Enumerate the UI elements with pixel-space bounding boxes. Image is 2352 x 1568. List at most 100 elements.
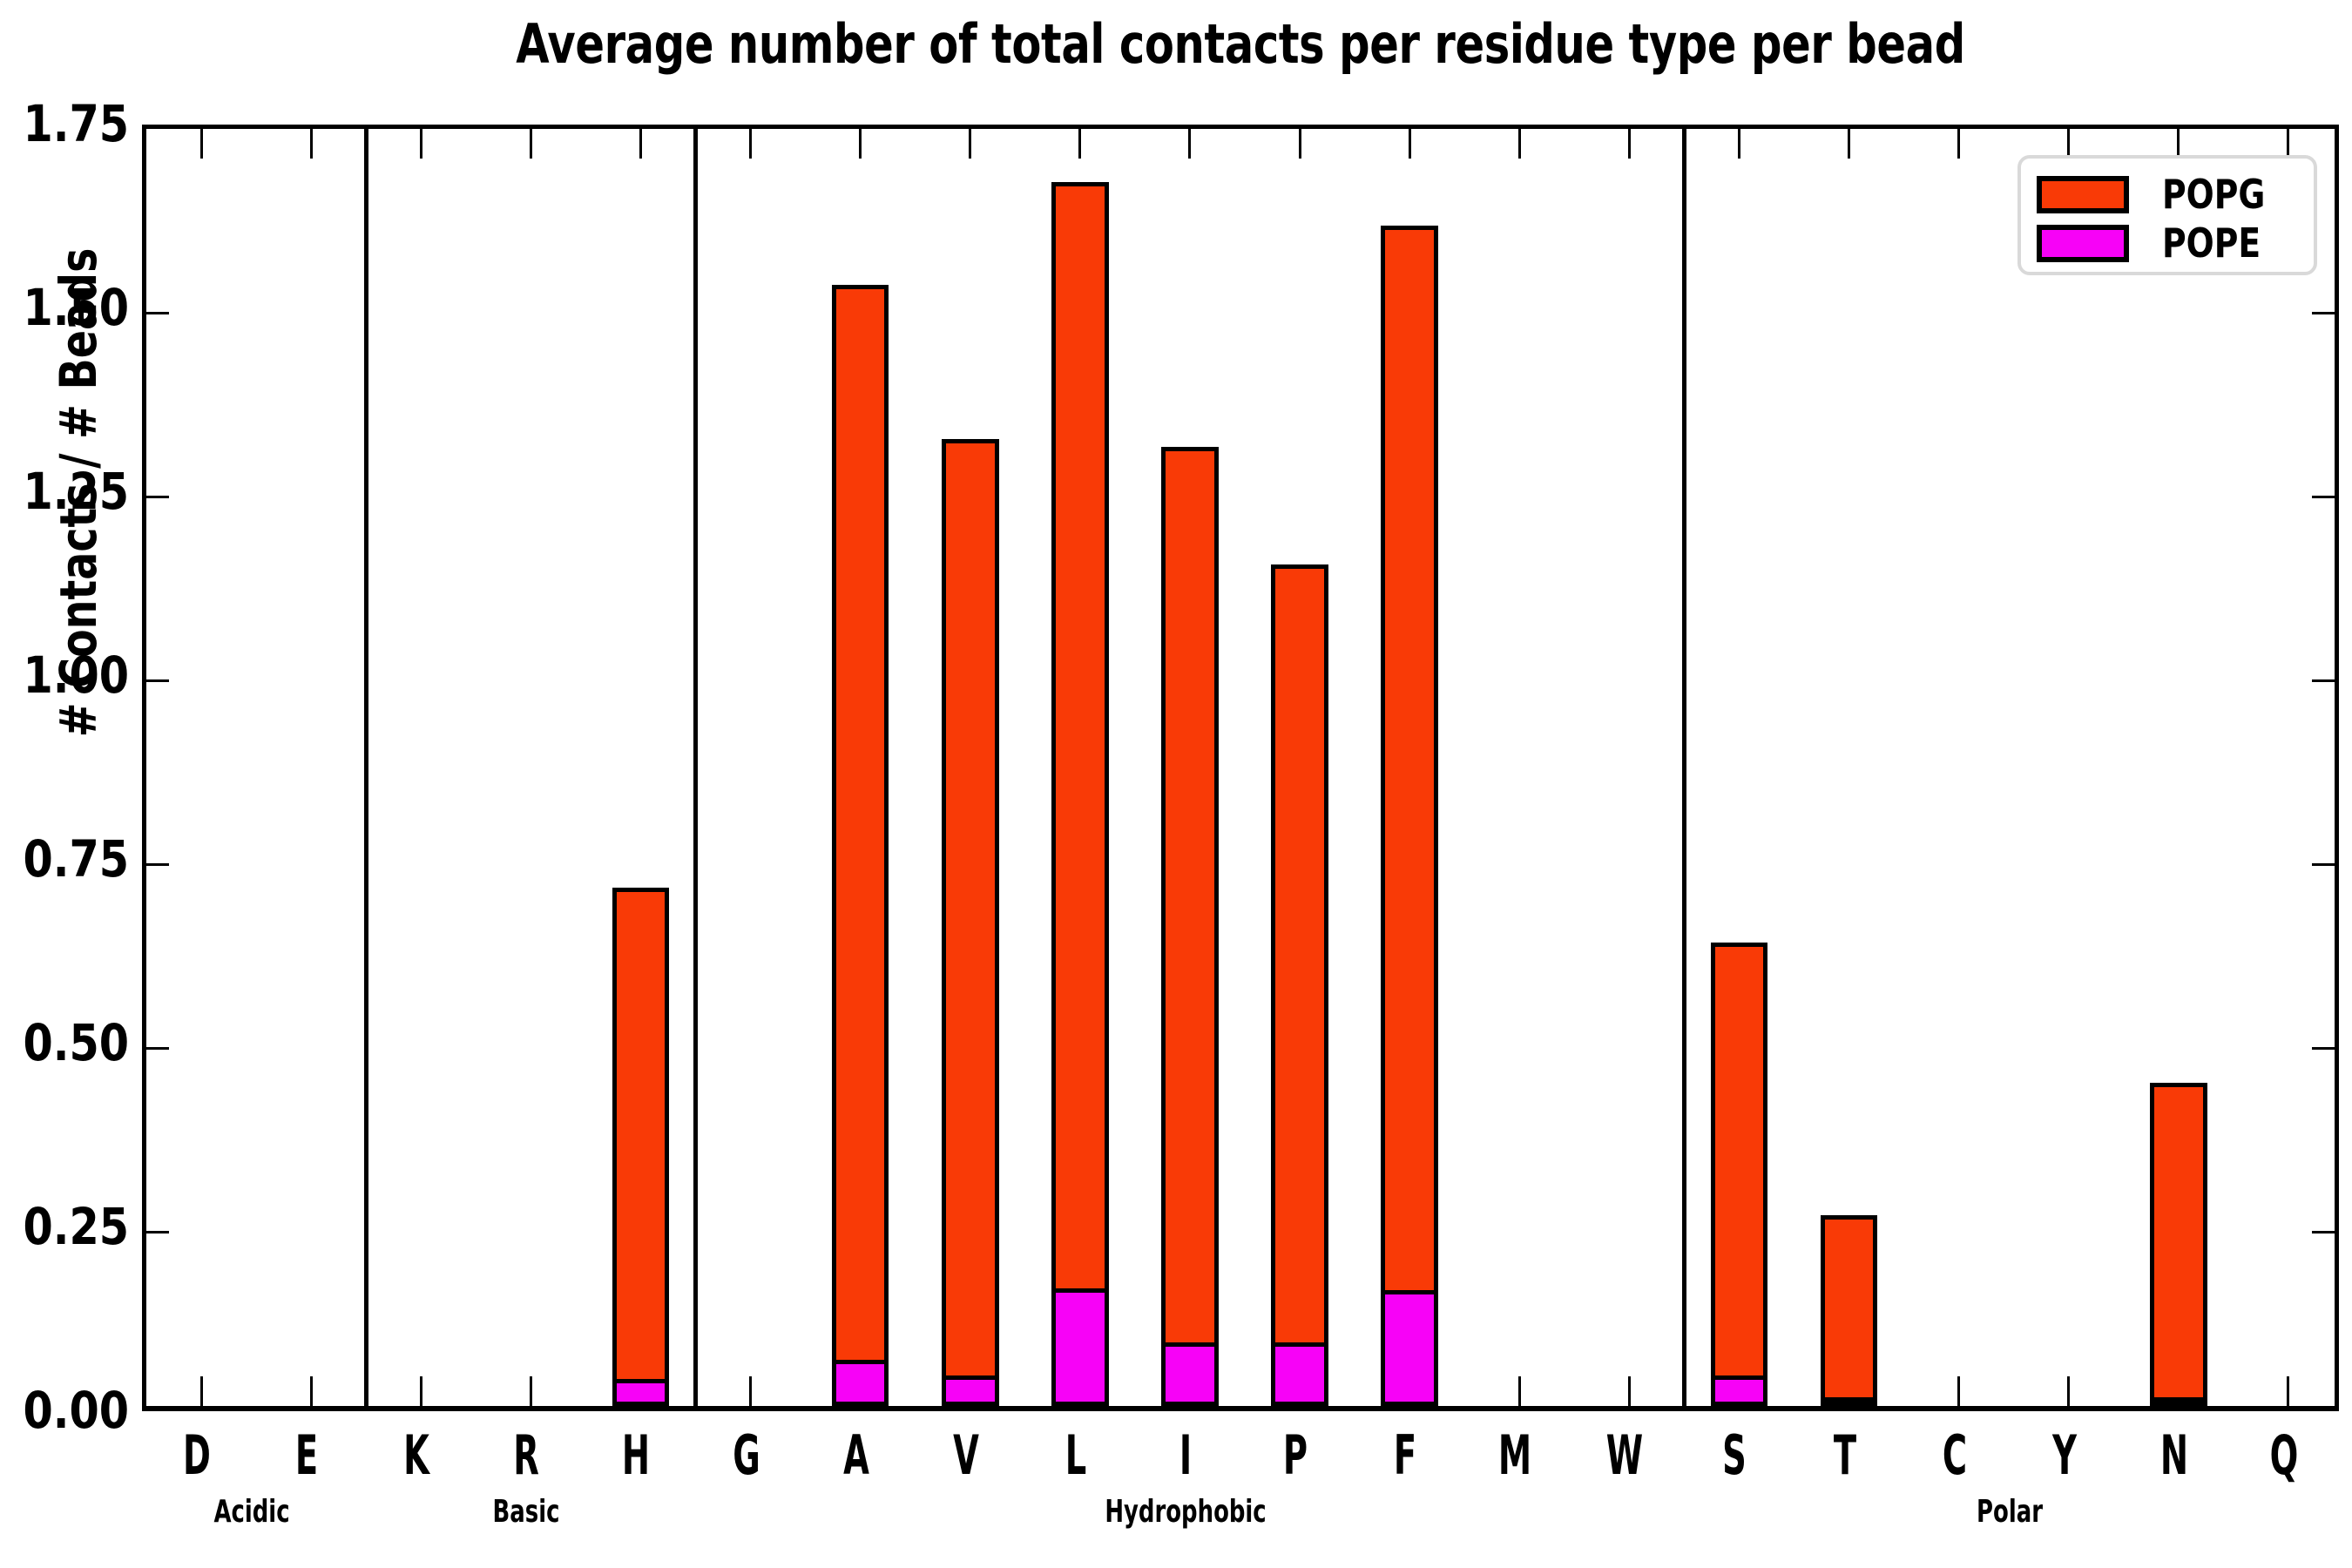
x-axis-tick (1188, 129, 1192, 159)
x-axis-tick (749, 129, 753, 159)
x-axis-tick (1078, 129, 1082, 159)
bar-t[interactable] (1820, 1214, 1878, 1406)
x-axis-tick (419, 129, 422, 159)
x-axis-tick (1848, 129, 1851, 159)
bar-i[interactable] (1161, 446, 1219, 1406)
x-axis-tick (1957, 1376, 1961, 1406)
y-axis-tick (146, 1231, 169, 1233)
bar-segment-pope (2150, 1397, 2207, 1406)
bar-segment-popg (1381, 226, 1438, 1406)
bar-segment-popg (1820, 1214, 1878, 1406)
bar-a[interactable] (831, 284, 889, 1406)
bar-segment-popg (831, 284, 889, 1406)
x-tick-label-i: I (1179, 1423, 1193, 1487)
x-tick-label-h: H (622, 1423, 651, 1487)
x-axis-tick (1517, 129, 1521, 159)
x-tick-label-w: W (1606, 1423, 1644, 1487)
y-axis-tick (146, 863, 169, 866)
y-axis-tick (146, 496, 169, 498)
x-tick-label-g: G (732, 1423, 760, 1487)
y-tick-label: 1.00 (23, 645, 129, 705)
group-label-acidic: Acidic (213, 1494, 290, 1530)
bar-p[interactable] (1271, 564, 1328, 1406)
x-tick-label-k: K (403, 1423, 430, 1487)
x-tick-label-v: V (952, 1423, 979, 1487)
y-tick-label: 1.50 (23, 278, 129, 337)
x-axis-tick (199, 129, 203, 159)
legend[interactable]: POPG POPE (2017, 155, 2317, 275)
legend-label-popg: POPG (2162, 171, 2266, 218)
y-axis-tick (2312, 496, 2335, 498)
legend-label-pope: POPE (2162, 220, 2261, 267)
y-axis-tick (2312, 1231, 2335, 1233)
x-axis-tick (1957, 129, 1961, 159)
bar-segment-popg (1710, 943, 1768, 1406)
y-axis-tick (146, 679, 169, 682)
bar-segment-pope (1381, 1289, 1438, 1406)
y-axis-tick (146, 312, 169, 314)
x-tick-label-e: E (295, 1423, 319, 1487)
bar-segment-pope (1710, 1375, 1768, 1406)
x-tick-label-l: L (1064, 1423, 1087, 1487)
x-axis-tick (969, 129, 972, 159)
bar-segment-pope (612, 1378, 670, 1406)
group-label-polar: Polar (1976, 1494, 2043, 1530)
legend-entry-popg[interactable]: POPG (2037, 172, 2298, 216)
x-axis-tick (419, 1376, 422, 1406)
x-tick-label-f: F (1394, 1423, 1417, 1487)
y-axis-tick (2312, 312, 2335, 314)
bar-segment-popg (1271, 564, 1328, 1406)
bar-segment-pope (1051, 1288, 1109, 1406)
x-axis-tick (2067, 1376, 2071, 1406)
x-axis-tick (2067, 129, 2071, 159)
legend-swatch-popg (2037, 175, 2129, 213)
x-tick-label-m: M (1498, 1423, 1532, 1487)
x-axis-tick (1517, 1376, 1521, 1406)
x-tick-label-r: R (513, 1423, 540, 1487)
x-tick-label-c: C (1942, 1423, 1967, 1487)
x-tick-label-p: P (1282, 1423, 1308, 1487)
bar-segment-popg (2150, 1082, 2207, 1406)
group-label-hydrophobic: Hydrophobic (1105, 1494, 1267, 1530)
x-axis-tick (2287, 129, 2290, 159)
group-separator-line (363, 129, 368, 1406)
bar-segment-popg (1051, 181, 1109, 1406)
legend-swatch-pope (2037, 224, 2129, 262)
x-axis-tick (1408, 129, 1411, 159)
x-axis-tick (1627, 129, 1631, 159)
bar-segment-pope (1820, 1397, 1878, 1406)
y-tick-label: 1.25 (23, 462, 129, 521)
x-axis-tick (529, 1376, 532, 1406)
x-tick-label-s: S (1722, 1423, 1747, 1487)
x-tick-label-t: T (1833, 1423, 1856, 1487)
x-tick-label-a: A (842, 1423, 869, 1487)
y-tick-label: 0.00 (23, 1381, 129, 1440)
x-tick-label-n: N (2159, 1423, 2188, 1487)
bar-s[interactable] (1710, 943, 1768, 1406)
x-axis-tick (2177, 129, 2180, 159)
y-tick-label: 1.75 (23, 94, 129, 153)
x-tick-label-d: D (183, 1423, 212, 1487)
bar-h[interactable] (612, 887, 670, 1406)
y-axis-tick (2312, 1047, 2335, 1050)
x-axis-tick (859, 129, 862, 159)
x-axis-tick (1298, 129, 1301, 159)
bar-segment-pope (941, 1375, 999, 1406)
bar-v[interactable] (941, 439, 999, 1406)
group-separator-line (1681, 129, 1686, 1406)
bar-n[interactable] (2150, 1082, 2207, 1406)
bar-segment-pope (1161, 1342, 1219, 1406)
x-axis-tick (199, 1376, 203, 1406)
y-axis-tick (2312, 679, 2335, 682)
bar-f[interactable] (1381, 226, 1438, 1406)
bar-segment-pope (1271, 1342, 1328, 1406)
plot-area (142, 125, 2339, 1411)
legend-entry-pope[interactable]: POPE (2037, 221, 2298, 265)
bar-segment-popg (1161, 446, 1219, 1406)
y-axis-tick (146, 1047, 169, 1050)
bar-l[interactable] (1051, 181, 1109, 1406)
bar-segment-popg (612, 887, 670, 1406)
chart-title: Average number of total contacts per res… (516, 12, 1965, 76)
group-label-basic: Basic (492, 1494, 560, 1530)
